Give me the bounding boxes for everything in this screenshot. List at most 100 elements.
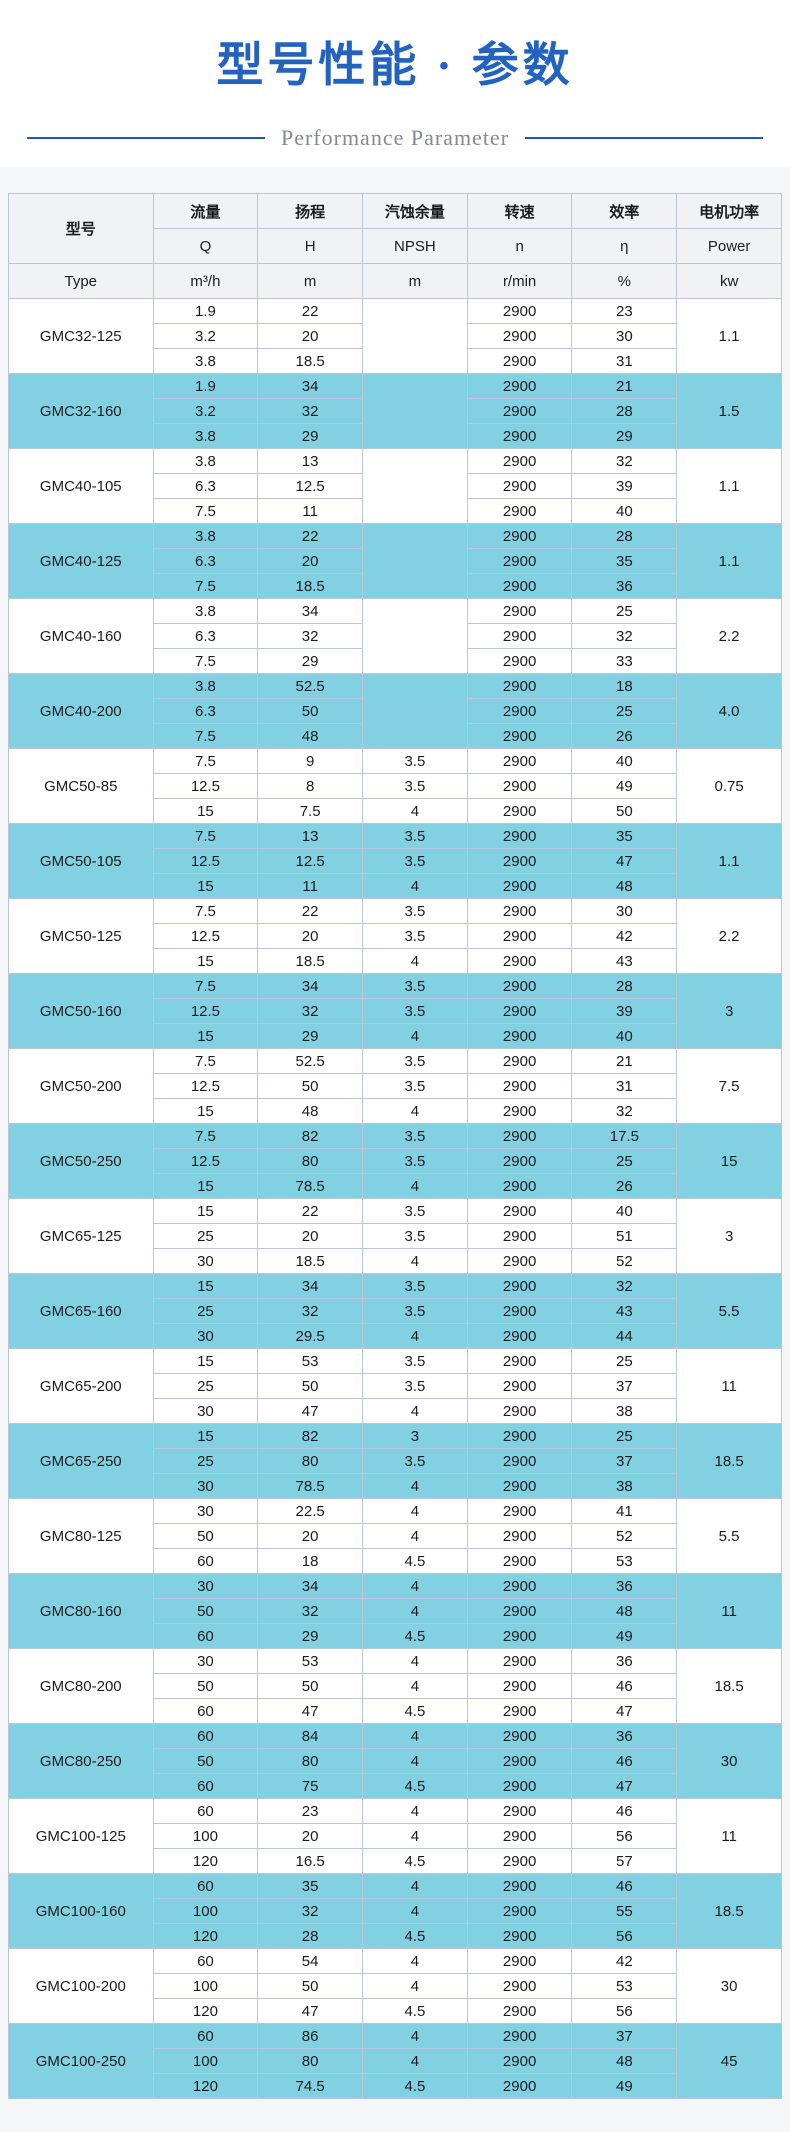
head-cell: 9 [257, 748, 364, 774]
power-cell: 2.2 [676, 598, 782, 674]
head-cell: 23 [257, 1798, 364, 1824]
power-cell: 5.5 [676, 1273, 782, 1349]
speed-cell: 2900 [466, 1248, 573, 1274]
efficiency-cell: 21 [571, 373, 678, 399]
head-cell: 16.5 [257, 1848, 364, 1874]
speed-cell: 2900 [466, 773, 573, 799]
head-cell: 47 [257, 1998, 364, 2024]
table-row: GMC40-160 3.8 34 2900 25 2.2 [8, 598, 782, 674]
speed-cell: 2900 [466, 898, 573, 924]
efficiency-cell: 37 [571, 1373, 678, 1399]
header-row-cn: 型号 流量 扬程 汽蚀余量 转速 效率 电机功率 [8, 193, 782, 264]
npsh-cell: 4.5 [362, 1773, 468, 1799]
efficiency-cell: 49 [571, 773, 678, 799]
flow-cell: 3.8 [152, 423, 259, 449]
head-cell: 75 [257, 1773, 364, 1799]
page-title: 型号性能 · 参数 [216, 40, 574, 92]
model-cell: GMC80-200 [8, 1648, 154, 1724]
npsh-cell: 4 [362, 2023, 468, 2049]
efficiency-cell: 26 [571, 1173, 678, 1199]
efficiency-cell: 37 [571, 1448, 678, 1474]
col-header-npsh-cn: 汽蚀余量 [362, 193, 468, 229]
speed-cell: 2900 [466, 1973, 573, 1999]
col-header-power-unit: kw [676, 263, 782, 299]
speed-cell: 2900 [466, 1898, 573, 1924]
efficiency-cell: 25 [571, 1348, 678, 1374]
col-header-efficiency-unit: % [571, 263, 678, 299]
head-cell: 34 [257, 598, 364, 624]
head-cell: 11 [257, 498, 364, 524]
flow-cell: 7.5 [152, 1048, 259, 1074]
power-cell: 11 [676, 1573, 782, 1649]
speed-cell: 2900 [466, 1848, 573, 1874]
table-row: 15 48 4 2900 32 [9, 1098, 782, 1124]
speed-cell: 2900 [466, 1623, 573, 1649]
head-cell: 22 [257, 523, 364, 549]
power-cell: 7.5 [676, 1048, 782, 1124]
table-row: 12.5 32 3.5 2900 39 [9, 998, 782, 1024]
efficiency-cell: 39 [571, 998, 678, 1024]
npsh-cell: 3.5 [362, 923, 468, 949]
flow-cell: 100 [152, 2048, 259, 2074]
table-row: 100 20 4 2900 56 [9, 1823, 782, 1849]
flow-cell: 30 [152, 1398, 259, 1424]
table-row: 25 80 3.5 2900 37 [9, 1448, 782, 1474]
speed-cell: 2900 [466, 348, 573, 374]
head-cell: 22.5 [257, 1498, 364, 1524]
flow-cell: 7.5 [152, 898, 259, 924]
npsh-cell: 4 [362, 1798, 468, 1824]
npsh-cell [362, 523, 468, 599]
speed-cell: 2900 [466, 498, 573, 524]
flow-cell: 30 [152, 1648, 259, 1674]
npsh-cell: 4 [362, 948, 468, 974]
head-cell: 11 [257, 873, 364, 899]
table-row: GMC40-200 3.8 52.5 2900 18 4.0 [8, 673, 782, 749]
speed-cell: 2900 [466, 1548, 573, 1574]
speed-cell: 2900 [466, 1473, 573, 1499]
flow-cell: 7.5 [152, 498, 259, 524]
flow-cell: 60 [152, 1623, 259, 1649]
model-cell: GMC50-250 [8, 1123, 154, 1199]
efficiency-cell: 47 [571, 1698, 678, 1724]
npsh-cell: 3.5 [362, 1448, 468, 1474]
flow-cell: 7.5 [152, 723, 259, 749]
power-cell: 1.1 [676, 823, 782, 899]
efficiency-cell: 40 [571, 498, 678, 524]
model-cell: GMC50-105 [8, 823, 154, 899]
table-row: GMC32-125 1.9 22 2900 23 1.1 [8, 298, 782, 374]
head-cell: 53 [257, 1648, 364, 1674]
flow-cell: 7.5 [152, 573, 259, 599]
col-header-npsh-symbol: NPSH [362, 228, 468, 264]
table-row: GMC50-200 7.5 52.5 3.5 2900 21 7.5 [8, 1048, 782, 1124]
head-cell: 80 [257, 1748, 364, 1774]
efficiency-cell: 28 [571, 523, 678, 549]
flow-cell: 25 [152, 1373, 259, 1399]
efficiency-cell: 23 [571, 298, 678, 324]
npsh-cell: 4 [362, 1648, 468, 1674]
subtitle-line-right [525, 137, 764, 139]
table-row: GMC80-250 60 84 4 2900 36 30 [8, 1723, 782, 1799]
col-header-power-symbol: Power [676, 228, 782, 264]
head-cell: 48 [257, 723, 364, 749]
table-row: 120 74.5 4.5 2900 49 [9, 2073, 782, 2099]
flow-cell: 15 [152, 873, 259, 899]
col-header-head-unit: m [257, 263, 364, 299]
table-row: 25 50 3.5 2900 37 [9, 1373, 782, 1399]
head-cell: 13 [257, 448, 364, 474]
spec-table: 型号 流量 扬程 汽蚀余量 转速 效率 电机功率 Q H NPSH n η Po… [8, 193, 782, 2099]
model-cell: GMC100-160 [8, 1873, 154, 1949]
speed-cell: 2900 [466, 798, 573, 824]
speed-cell: 2900 [466, 2073, 573, 2099]
table-row: GMC40-125 3.8 22 2900 28 1.1 [8, 523, 782, 599]
npsh-cell: 4.5 [362, 1998, 468, 2024]
flow-cell: 3.8 [152, 348, 259, 374]
table-row: 3.2 32 2900 28 [9, 398, 782, 424]
table-row: 12.5 50 3.5 2900 31 [9, 1073, 782, 1099]
flow-cell: 7.5 [152, 648, 259, 674]
efficiency-cell: 36 [571, 573, 678, 599]
npsh-cell: 4 [362, 1523, 468, 1549]
npsh-cell: 4 [362, 1673, 468, 1699]
head-cell: 20 [257, 1523, 364, 1549]
speed-cell: 2900 [466, 1173, 573, 1199]
head-cell: 29 [257, 1623, 364, 1649]
